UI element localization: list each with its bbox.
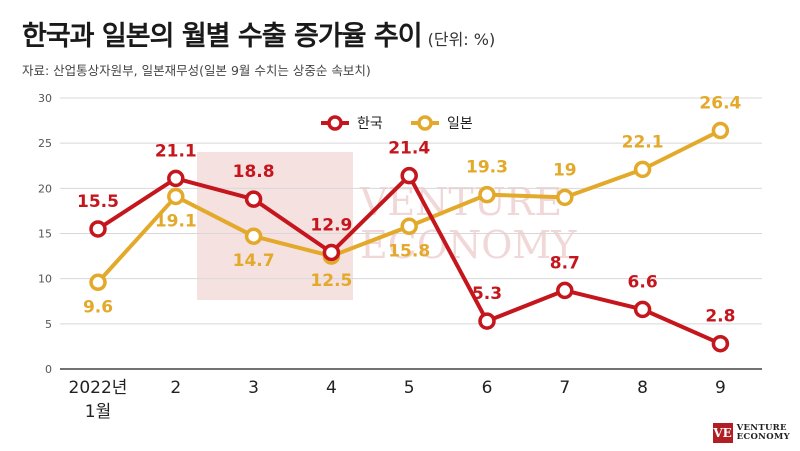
y-tick-label: 5 — [45, 318, 52, 331]
data-label: 2.8 — [705, 307, 735, 327]
data-label: 15.5 — [77, 192, 119, 212]
data-label: 5.3 — [472, 284, 502, 304]
data-label: 6.6 — [628, 272, 658, 292]
x-tick-label: 2 — [170, 378, 181, 398]
data-point — [633, 300, 652, 319]
data-label: 15.8 — [388, 241, 430, 261]
source-note: 자료: 산업통상자원부, 일본재무성(일본 9월 수치는 상중순 속보치) — [22, 63, 371, 78]
legend: 한국 일본 — [321, 115, 473, 132]
data-label: 22.1 — [622, 132, 664, 152]
data-point — [400, 166, 418, 185]
x-tick-label: 6 — [482, 378, 493, 398]
x-tick-label: 8 — [637, 378, 648, 398]
data-point — [478, 185, 496, 204]
y-tick-label: 0 — [45, 363, 52, 376]
data-label: 14.7 — [233, 251, 275, 271]
data-point — [244, 227, 263, 245]
x-tick-label: 4 — [326, 378, 337, 398]
legend-label: 일본 — [447, 116, 473, 132]
x-tick-label: 2022년 1월 — [69, 378, 128, 422]
watermark-text-1: VENTURE — [359, 180, 562, 224]
chart-title: 한국과 일본의 월별 수출 증가율 추이 — [22, 21, 423, 52]
logo-line-2: ECONOMY — [736, 432, 790, 442]
y-tick-label: 25 — [38, 137, 52, 150]
data-point — [556, 281, 574, 300]
data-point — [322, 243, 341, 262]
legend-marker — [327, 115, 343, 131]
data-point — [711, 334, 730, 353]
x-tick-label: 5 — [404, 378, 415, 398]
data-point — [633, 160, 652, 179]
data-label: 9.6 — [83, 297, 113, 317]
data-point — [244, 190, 263, 208]
data-point — [167, 169, 185, 188]
data-label: 26.4 — [699, 94, 741, 114]
data-point — [400, 217, 418, 236]
data-label: 12.9 — [310, 215, 352, 235]
watermark-block — [197, 152, 353, 300]
data-label: 21.1 — [155, 141, 197, 161]
x-tick-label: 9 — [715, 378, 726, 398]
series-korea: 15.5 21.1 18.8 12.9 21.4 5.3 8.7 6.6 2.8 — [77, 139, 735, 353]
data-point — [556, 188, 574, 207]
venture-economy-logo: VE VENTURE ECONOMY — [712, 423, 790, 443]
data-label: 12.5 — [310, 271, 352, 291]
logo-line-1: VENTURE — [736, 423, 787, 433]
data-label: 8.7 — [550, 253, 580, 273]
data-point — [89, 273, 107, 292]
unit-label: (단위: %) — [427, 30, 496, 49]
data-point — [89, 220, 107, 238]
y-tick-label: 10 — [38, 273, 52, 286]
y-tick-label: 15 — [38, 228, 52, 241]
y-tick-label: 20 — [38, 182, 52, 195]
data-label: 19.3 — [466, 158, 508, 178]
data-label: 18.8 — [233, 162, 275, 182]
data-label: 19 — [553, 160, 577, 180]
data-label: 21.4 — [388, 139, 430, 159]
y-tick-label: 30 — [38, 92, 52, 105]
data-point — [711, 121, 730, 140]
x-tick-label: 3 — [248, 378, 259, 398]
title-row: 한국과 일본의 월별 수출 증가율 추이 (단위: %) — [22, 14, 495, 53]
legend-marker — [417, 115, 433, 131]
logo-mark: VE — [712, 423, 733, 443]
legend-label: 한국 — [357, 116, 383, 132]
data-point — [478, 312, 496, 330]
data-label: 19.1 — [155, 211, 197, 231]
x-tick-label: 7 — [559, 378, 570, 398]
data-point — [167, 187, 185, 206]
